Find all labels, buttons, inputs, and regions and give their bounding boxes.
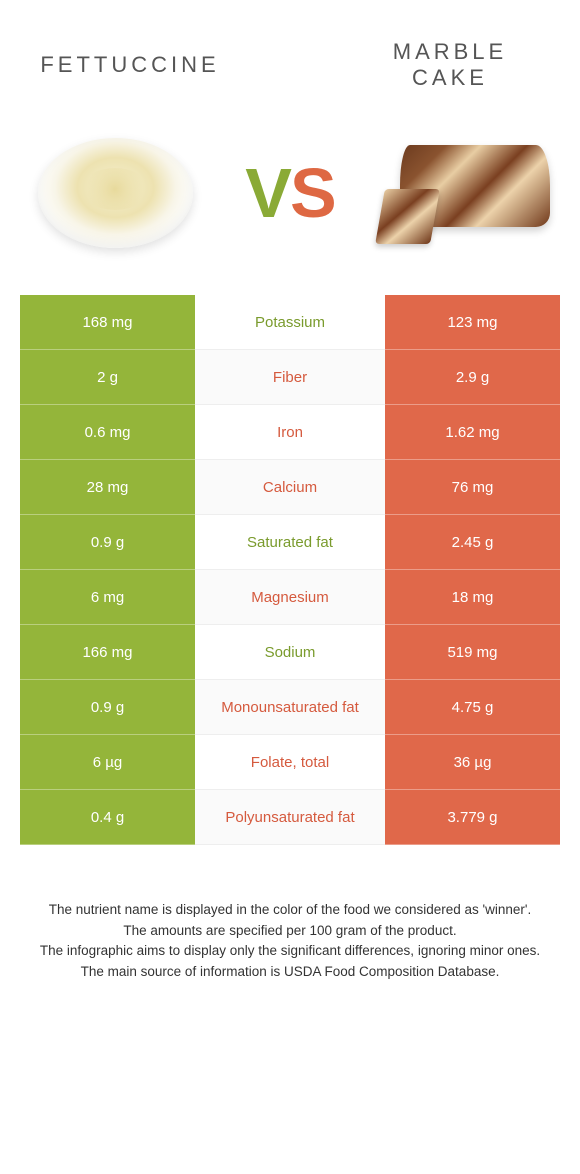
value-right: 519 mg [385, 625, 560, 680]
footer-line: The infographic aims to display only the… [20, 941, 560, 961]
value-right: 76 mg [385, 460, 560, 515]
fettuccine-illustration [38, 138, 193, 248]
nutrient-label: Folate, total [195, 735, 385, 790]
value-right: 1.62 mg [385, 405, 560, 460]
nutrient-label: Sodium [195, 625, 385, 680]
table-row: 166 mgSodium519 mg [20, 625, 560, 680]
table-row: 0.9 gMonounsaturated fat4.75 g [20, 680, 560, 735]
table-row: 168 mgPotassium123 mg [20, 295, 560, 350]
value-right: 2.9 g [385, 350, 560, 405]
table-row: 0.9 gSaturated fat2.45 g [20, 515, 560, 570]
footer-line: The nutrient name is displayed in the co… [20, 900, 560, 920]
footer-notes: The nutrient name is displayed in the co… [20, 900, 560, 981]
value-left: 28 mg [20, 460, 195, 515]
nutrient-label: Saturated fat [195, 515, 385, 570]
value-left: 0.6 mg [20, 405, 195, 460]
table-row: 2 gFiber2.9 g [20, 350, 560, 405]
table-row: 0.6 mgIron1.62 mg [20, 405, 560, 460]
vs-v: V [245, 154, 290, 232]
footer-line: The amounts are specified per 100 gram o… [20, 921, 560, 941]
marble-cake-illustration [380, 145, 550, 240]
value-left: 0.9 g [20, 515, 195, 570]
value-left: 166 mg [20, 625, 195, 680]
value-right: 3.779 g [385, 790, 560, 845]
table-row: 0.4 gPolyunsaturated fat3.779 g [20, 790, 560, 845]
nutrient-label: Fiber [195, 350, 385, 405]
value-left: 0.4 g [20, 790, 195, 845]
value-left: 6 mg [20, 570, 195, 625]
food-title-left: FETTUCCINE [30, 52, 230, 78]
table-row: 6 µgFolate, total36 µg [20, 735, 560, 790]
value-right: 4.75 g [385, 680, 560, 735]
value-right: 18 mg [385, 570, 560, 625]
nutrient-label: Monounsaturated fat [195, 680, 385, 735]
vs-label: VS [245, 153, 334, 233]
food-title-right: MARBLE CAKE [350, 39, 550, 91]
nutrient-label: Iron [195, 405, 385, 460]
vs-s: S [290, 154, 335, 232]
table-row: 6 mgMagnesium18 mg [20, 570, 560, 625]
comparison-header: FETTUCCINE MARBLE CAKE [20, 20, 560, 110]
food-image-left [30, 123, 200, 263]
value-right: 123 mg [385, 295, 560, 350]
hero-row: VS [20, 110, 560, 275]
value-right: 2.45 g [385, 515, 560, 570]
table-row: 28 mgCalcium76 mg [20, 460, 560, 515]
nutrient-label: Calcium [195, 460, 385, 515]
nutrient-label: Polyunsaturated fat [195, 790, 385, 845]
food-image-right [380, 123, 550, 263]
value-left: 168 mg [20, 295, 195, 350]
nutrient-table: 168 mgPotassium123 mg2 gFiber2.9 g0.6 mg… [20, 295, 560, 845]
nutrient-label: Magnesium [195, 570, 385, 625]
value-left: 0.9 g [20, 680, 195, 735]
value-left: 2 g [20, 350, 195, 405]
value-left: 6 µg [20, 735, 195, 790]
nutrient-label: Potassium [195, 295, 385, 350]
value-right: 36 µg [385, 735, 560, 790]
footer-line: The main source of information is USDA F… [20, 962, 560, 982]
